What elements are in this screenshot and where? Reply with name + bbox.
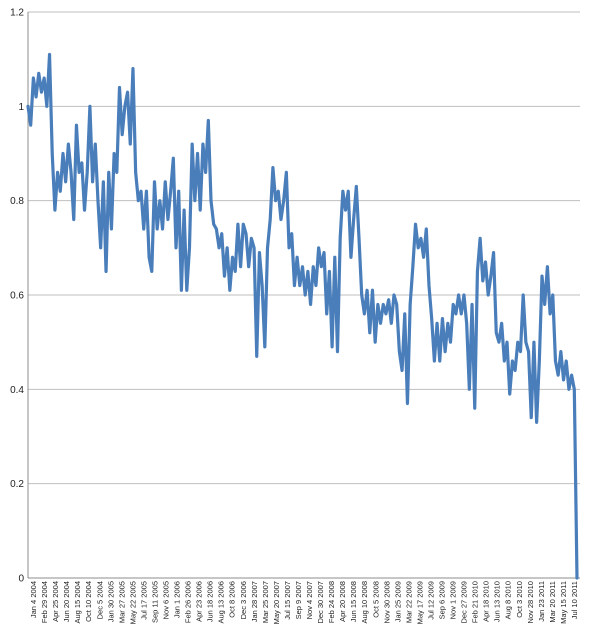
x-tick-label: Oct 3 2010 bbox=[515, 581, 524, 618]
x-tick-label: Jan 30 2005 bbox=[106, 581, 115, 622]
x-tick-label: Mar 20 2011 bbox=[548, 581, 557, 623]
x-tick-label: Mar 22 2009 bbox=[404, 581, 413, 623]
x-tick-label: Jul 15 2007 bbox=[283, 581, 292, 620]
y-tick-label: 1.2 bbox=[10, 8, 24, 19]
x-tick-label: Nov 30 2008 bbox=[382, 581, 391, 624]
y-tick-label: 1 bbox=[18, 102, 24, 113]
x-tick-label: Feb 26 2006 bbox=[184, 581, 193, 623]
y-tick-label: 0.2 bbox=[10, 479, 24, 490]
x-tick-label: Jul 12 2009 bbox=[426, 581, 435, 620]
y-tick-label: 0 bbox=[18, 574, 24, 585]
x-tick-label: Jan 4 2004 bbox=[29, 581, 38, 618]
x-tick-label: Sep 6 2009 bbox=[438, 581, 447, 619]
x-tick-label: Dec 30 2007 bbox=[316, 581, 325, 624]
x-tick-label: Aug 13 2006 bbox=[217, 581, 226, 624]
x-tick-label: May 20 2007 bbox=[272, 581, 281, 624]
x-tick-label: Dec 5 2004 bbox=[95, 581, 104, 619]
x-tick-label: May 15 2011 bbox=[559, 581, 568, 624]
x-tick-label: Nov 6 2005 bbox=[162, 581, 171, 619]
x-tick-label: Nov 1 2009 bbox=[449, 581, 458, 619]
x-tick-label: Feb 29 2004 bbox=[40, 581, 49, 623]
y-axis-tick-labels: 0 0.2 0.4 0.6 0.8 1 1.2 bbox=[10, 8, 24, 585]
x-tick-label: Oct 8 2006 bbox=[228, 581, 237, 618]
x-axis-tick-labels: Jan 4 2004 Feb 29 2004 Apr 25 2004 Jun 20 2… bbox=[29, 581, 579, 624]
x-tick-label: Jan 25 2009 bbox=[393, 581, 402, 622]
x-tick-label: Sep 11 2005 bbox=[150, 581, 159, 623]
x-tick-label: Jun 18 2006 bbox=[206, 581, 215, 622]
x-tick-label: Dec 3 2006 bbox=[239, 581, 248, 619]
x-tick-label: Mar 27 2005 bbox=[117, 581, 126, 623]
x-tick-label: Nov 4 2007 bbox=[305, 581, 314, 619]
x-tick-label: Feb 21 2010 bbox=[471, 581, 480, 623]
x-tick-label: Aug 10 2008 bbox=[360, 581, 369, 624]
x-tick-label: Jul 17 2005 bbox=[139, 581, 148, 620]
y-tick-label: 0.4 bbox=[10, 385, 24, 396]
x-tick-label: Aug 8 2010 bbox=[504, 581, 513, 619]
x-tick-label: Oct 10 2004 bbox=[84, 581, 93, 622]
x-tick-label: Apr 18 2010 bbox=[482, 581, 491, 622]
x-tick-label: Jan 28 2007 bbox=[250, 581, 259, 622]
x-tick-label: Jan 23 2011 bbox=[537, 581, 546, 622]
x-tick-label: Jun 20 2004 bbox=[62, 581, 71, 622]
y-tick-label: 0.8 bbox=[10, 196, 24, 207]
x-tick-label: Jun 15 2008 bbox=[349, 581, 358, 622]
x-tick-label: Dec 27 2009 bbox=[460, 581, 469, 624]
x-tick-label: Aug 15 2004 bbox=[73, 581, 82, 624]
y-tick-label: 0.6 bbox=[10, 291, 24, 302]
series-line-0 bbox=[26, 52, 579, 580]
x-tick-label: Nov 28 2010 bbox=[526, 581, 535, 624]
x-tick-label: Sep 9 2007 bbox=[294, 581, 303, 619]
x-tick-label: Oct 5 2008 bbox=[371, 581, 380, 618]
series-layer bbox=[26, 52, 579, 580]
x-tick-label: Jan 1 2006 bbox=[173, 581, 182, 618]
x-tick-label: Mar 25 2007 bbox=[261, 581, 270, 623]
x-tick-label: Apr 20 2008 bbox=[338, 581, 347, 622]
x-tick-label: Apr 25 2004 bbox=[51, 581, 60, 622]
x-tick-label: Jul 10 2011 bbox=[570, 581, 579, 619]
x-tick-label: May 22 2005 bbox=[128, 581, 137, 624]
x-tick-label: May 17 2009 bbox=[415, 581, 424, 624]
x-tick-label: Apr 23 2006 bbox=[195, 581, 204, 622]
x-tick-label: Jun 13 2010 bbox=[493, 581, 502, 622]
x-tick-label: Feb 24 2008 bbox=[327, 581, 336, 623]
